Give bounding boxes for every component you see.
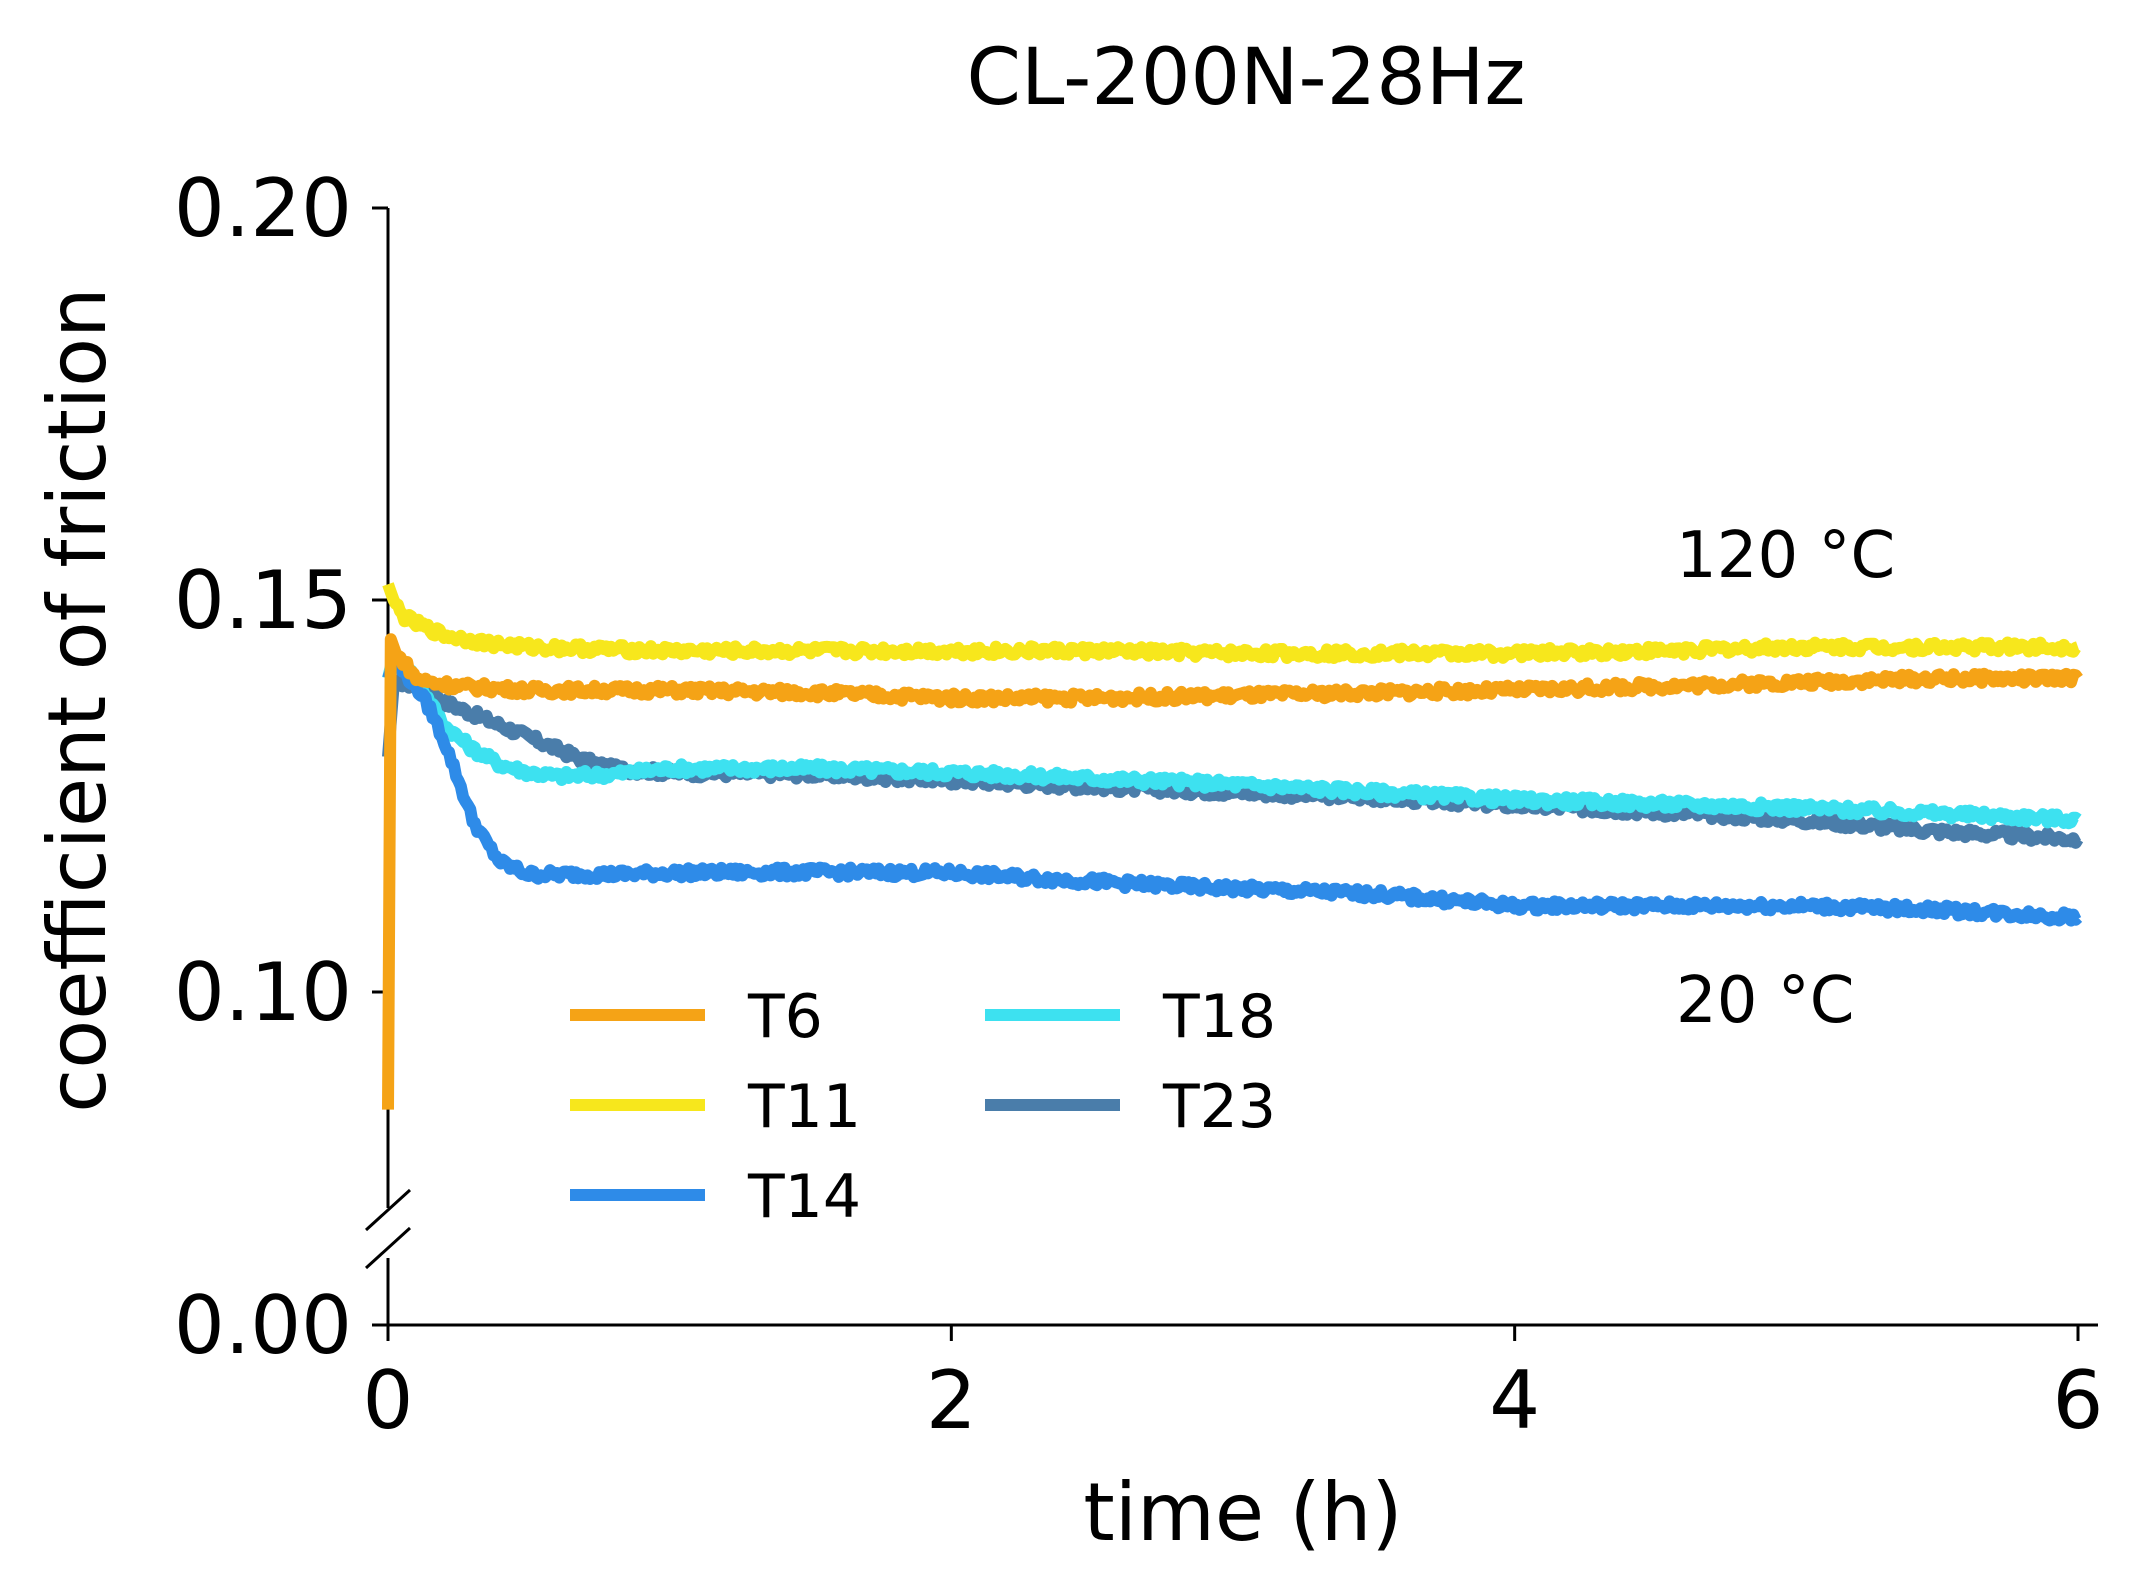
series-line-t6	[382, 633, 2083, 1110]
annotation-120c: 120 °C	[1676, 519, 1895, 593]
x-tick-label: 2	[926, 1354, 977, 1447]
annotation-20c: 20 °C	[1676, 964, 1854, 1038]
x-tick-label: 6	[2053, 1354, 2104, 1447]
y-ticks: 0.00 0.10 0.15 0.20	[174, 162, 388, 1372]
legend-label-t11: T11	[747, 1072, 861, 1142]
x-tick-label: 4	[1489, 1354, 1540, 1447]
legend: T6 T11 T14 T18 T23	[570, 982, 1276, 1232]
series-line-t18	[382, 648, 2082, 830]
x-axis-label: time (h)	[1083, 1466, 1402, 1559]
y-axis-label: coefficient of friction	[31, 287, 124, 1112]
legend-label-t23: T23	[1162, 1072, 1276, 1142]
series-line-t11	[382, 582, 2082, 664]
series-line-t14	[382, 656, 2083, 927]
axis-break-mark-2	[364, 1226, 412, 1270]
legend-label-t14: T14	[747, 1162, 861, 1232]
chart-title: CL-200N-28Hz	[967, 33, 1526, 123]
axis-break-mark-1	[364, 1188, 412, 1232]
series-layer	[382, 582, 2084, 1110]
y-tick-label: 0.10	[174, 946, 352, 1039]
legend-label-t18: T18	[1162, 982, 1276, 1052]
x-ticks: 0 2 4 6	[363, 1325, 2104, 1447]
y-tick-label: 0.00	[174, 1279, 352, 1372]
x-tick-label: 0	[363, 1354, 414, 1447]
legend-label-t6: T6	[747, 982, 823, 1052]
y-tick-label: 0.20	[174, 162, 352, 255]
y-tick-label: 0.15	[174, 554, 352, 647]
